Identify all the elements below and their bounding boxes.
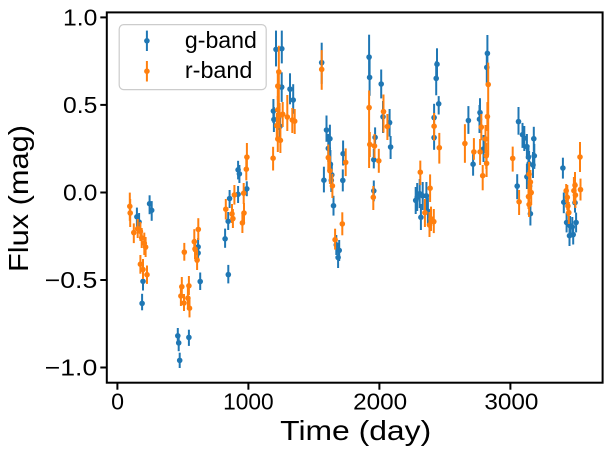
- svg-text:0.5: 0.5: [63, 92, 97, 118]
- svg-text:−0.5: −0.5: [45, 267, 98, 293]
- svg-text:0: 0: [111, 388, 124, 414]
- svg-text:0.0: 0.0: [63, 180, 97, 206]
- svg-text:3000: 3000: [484, 388, 538, 414]
- svg-text:1.0: 1.0: [63, 4, 97, 30]
- svg-text:r-band: r-band: [185, 57, 253, 83]
- svg-text:2000: 2000: [353, 388, 407, 414]
- svg-text:−1.0: −1.0: [45, 355, 98, 381]
- svg-text:Time (day): Time (day): [280, 415, 431, 446]
- svg-text:Flux (mag): Flux (mag): [3, 125, 34, 272]
- svg-text:1000: 1000: [223, 388, 274, 414]
- svg-text:g-band: g-band: [185, 27, 257, 53]
